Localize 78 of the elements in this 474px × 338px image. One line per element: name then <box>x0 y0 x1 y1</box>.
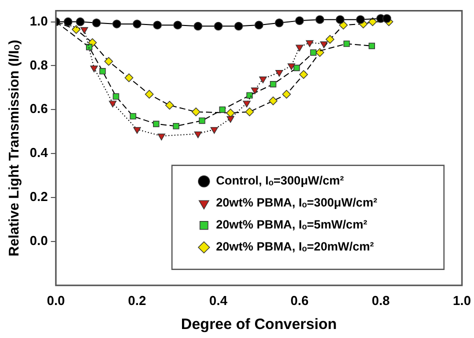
point <box>368 42 375 50</box>
point <box>153 20 162 30</box>
point <box>108 100 117 108</box>
x-tick-label: 0.4 <box>209 292 228 308</box>
x-tick-label: 0.2 <box>128 292 146 308</box>
point <box>295 16 304 26</box>
legend-label: 20wt% PBMA, Iₒ=5mW/cm² <box>216 218 368 232</box>
point <box>210 127 218 134</box>
point <box>296 44 304 52</box>
point <box>382 14 392 23</box>
point <box>172 122 180 130</box>
point <box>310 49 317 56</box>
point <box>133 127 141 134</box>
point <box>124 73 134 82</box>
point <box>130 113 136 120</box>
point <box>299 70 308 79</box>
legend-label: 20wt% PBMA, Iₒ=300μW/cm² <box>216 196 378 210</box>
point <box>90 66 98 72</box>
x-tick-label: 0.8 <box>372 292 390 308</box>
x-tick-label: 0.6 <box>290 292 309 308</box>
y-tick-label: 1.0 <box>30 13 48 28</box>
point <box>274 18 284 28</box>
point <box>76 17 85 26</box>
y-tick-label: 0.6 <box>30 101 48 116</box>
point <box>251 88 259 94</box>
x-tick-label: 1.0 <box>452 292 472 308</box>
point <box>315 15 324 24</box>
point <box>192 108 200 116</box>
point <box>99 68 106 74</box>
point <box>153 120 160 128</box>
point <box>368 17 377 26</box>
point <box>112 20 122 28</box>
point <box>259 76 267 84</box>
y-tick-label: 0.0 <box>30 233 48 248</box>
point <box>92 18 101 28</box>
y-tick-label: 0.8 <box>30 57 48 72</box>
point <box>194 131 202 138</box>
point <box>320 41 328 48</box>
point <box>343 40 350 47</box>
point <box>214 22 223 31</box>
legend-label: 20wt% PBMA, Iₒ=20mW/cm² <box>216 240 374 254</box>
point <box>104 56 114 66</box>
point <box>294 64 300 72</box>
point <box>173 20 182 30</box>
point <box>144 90 154 99</box>
point <box>226 108 235 118</box>
y-tick-label: 0.4 <box>30 145 49 160</box>
point <box>80 27 88 34</box>
point <box>336 15 344 24</box>
point <box>288 63 296 70</box>
point <box>72 25 81 34</box>
point <box>242 100 251 108</box>
point <box>194 22 202 31</box>
y-axis-title: Relative Light Transmission (I/Iₒ) <box>5 40 22 256</box>
y-tick-label: 0.2 <box>30 189 48 204</box>
point <box>219 106 226 113</box>
point <box>275 70 284 77</box>
point <box>234 22 243 31</box>
legend-label: Control, Iₒ=300μW/cm² <box>216 174 344 188</box>
point <box>254 20 264 30</box>
x-tick-label: 0.0 <box>46 292 65 308</box>
point <box>246 92 253 99</box>
point <box>326 35 334 44</box>
point <box>112 93 120 100</box>
point <box>306 40 314 48</box>
point <box>165 100 174 110</box>
point <box>245 108 254 116</box>
point <box>268 96 278 106</box>
point <box>64 17 72 26</box>
point <box>356 15 365 24</box>
point <box>158 134 166 140</box>
point <box>132 20 142 28</box>
point <box>198 117 206 124</box>
point <box>226 116 234 123</box>
x-axis-title: Degree of Conversion <box>180 316 337 334</box>
point <box>270 80 276 88</box>
point <box>86 44 92 50</box>
point <box>282 90 291 99</box>
